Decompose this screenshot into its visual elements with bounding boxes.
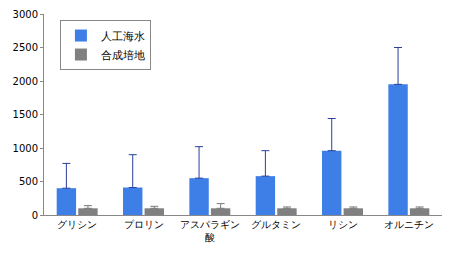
svg-text:リシン: リシン <box>328 219 358 230</box>
svg-text:1000: 1000 <box>13 143 38 154</box>
svg-text:オルニチン: オルニチン <box>384 219 434 230</box>
svg-text:グリシン: グリシン <box>57 219 97 230</box>
svg-text:グルタミン: グルタミン <box>251 219 301 230</box>
svg-text:合成培地: 合成培地 <box>101 49 145 62</box>
svg-text:2500: 2500 <box>13 42 38 53</box>
svg-text:1500: 1500 <box>13 109 38 120</box>
svg-text:プロリン: プロリン <box>124 219 164 230</box>
svg-text:500: 500 <box>19 176 38 187</box>
svg-text:0: 0 <box>32 210 38 221</box>
svg-text:2000: 2000 <box>13 76 38 87</box>
svg-text:3000: 3000 <box>13 9 38 20</box>
svg-text:アスパラギン酸: アスパラギン酸 <box>180 219 240 243</box>
svg-text:人工海水: 人工海水 <box>101 30 145 43</box>
